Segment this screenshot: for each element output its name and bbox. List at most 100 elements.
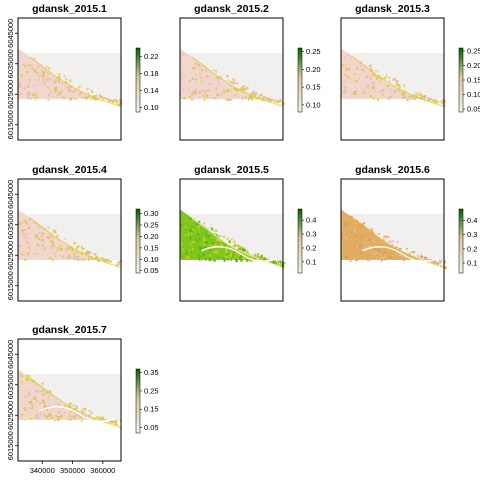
raster-cell <box>259 95 261 98</box>
raster-cell <box>83 415 87 418</box>
raster-cell <box>47 98 50 101</box>
raster-cell <box>203 222 206 225</box>
raster-cell <box>22 63 25 66</box>
raster-cell <box>26 71 29 73</box>
legend-tick-label: 0.18 <box>144 69 159 78</box>
raster-cell <box>236 88 239 92</box>
raster-cell <box>443 100 446 104</box>
raster-cell <box>404 97 407 99</box>
raster-cell <box>225 248 228 251</box>
raster-cell <box>36 400 38 402</box>
raster-cell <box>212 259 215 263</box>
raster-cell <box>228 254 231 256</box>
raster-cell <box>19 92 22 96</box>
legend-tick-label: 0.25 <box>306 47 321 56</box>
raster-cell <box>94 97 97 101</box>
raster-cell <box>420 95 423 99</box>
raster-cell <box>195 229 197 231</box>
raster-cell <box>256 253 260 255</box>
raster-cell <box>45 78 48 82</box>
raster-cell <box>96 259 100 262</box>
raster-cell <box>388 98 390 101</box>
raster-cell <box>36 96 39 98</box>
raster-cell <box>359 250 363 252</box>
raster-cell <box>56 419 60 422</box>
raster-cell <box>67 418 70 420</box>
raster-cell <box>43 413 45 417</box>
raster-cell <box>73 242 76 245</box>
legend-tick-label: 0.25 <box>467 46 480 55</box>
raster-cell <box>253 93 256 96</box>
raster-cell <box>196 223 199 226</box>
raster-cell <box>57 247 60 250</box>
raster-cell <box>373 86 375 89</box>
raster-cell <box>181 242 183 245</box>
raster-cell <box>102 417 104 420</box>
raster-cell <box>436 100 439 102</box>
raster-cell <box>72 404 76 407</box>
legend-tick-label: 0.15 <box>144 405 159 414</box>
raster-cell <box>45 405 49 408</box>
raster-cell <box>345 57 347 59</box>
raster-cell <box>213 251 216 254</box>
panel-frame <box>340 17 445 141</box>
raster-cell <box>199 225 201 227</box>
raster-cell <box>33 381 35 383</box>
raster-cell <box>63 97 66 100</box>
raster-cell <box>180 223 183 227</box>
raster-cell <box>368 92 370 94</box>
raster-cell <box>388 236 390 238</box>
raster-cell <box>360 236 363 239</box>
raster-cell <box>236 244 238 247</box>
raster-cell <box>203 243 206 246</box>
raster-land <box>18 369 121 420</box>
raster-cell <box>185 255 188 257</box>
raster-cell <box>24 396 27 398</box>
raster-cell <box>88 413 91 416</box>
raster-cell <box>397 84 401 87</box>
raster-cell <box>212 259 215 261</box>
raster-cell <box>69 402 71 406</box>
raster-cell <box>383 251 387 254</box>
raster-cell <box>423 258 426 261</box>
raster-cell <box>83 259 86 261</box>
raster-cell <box>112 422 115 424</box>
raster-cell <box>73 255 76 259</box>
y-tick-label: 6025000 <box>6 401 15 430</box>
raster-cell <box>43 70 47 73</box>
raster-cell <box>42 393 45 396</box>
raster-cell <box>190 98 194 101</box>
raster-cell <box>378 243 382 245</box>
raster-cell <box>219 238 222 242</box>
raster-cell <box>370 230 374 232</box>
raster-cell <box>180 256 182 260</box>
raster-cell <box>214 70 218 71</box>
raster-cell <box>69 256 72 258</box>
raster-cell <box>215 250 218 254</box>
raster-cell <box>115 102 117 104</box>
raster-cell <box>69 98 72 101</box>
panel-title: gdansk_2015.7 <box>32 324 107 336</box>
raster-cell <box>80 252 83 255</box>
raster-cell <box>220 240 224 242</box>
raster-cell <box>403 93 406 97</box>
raster-cell <box>414 92 418 95</box>
raster-cell <box>440 264 443 268</box>
raster-cell <box>233 94 237 96</box>
raster-cell <box>64 404 67 408</box>
raster-cell <box>199 237 201 240</box>
raster-cell <box>233 87 236 89</box>
raster-cell <box>361 223 364 225</box>
raster-cell <box>239 259 243 262</box>
raster-cell <box>346 243 348 245</box>
raster-cell <box>201 89 204 92</box>
raster-cell <box>423 95 426 98</box>
raster-cell <box>112 99 115 102</box>
raster-cell <box>363 89 365 91</box>
legend-colorbar <box>135 208 141 274</box>
raster-cell <box>69 416 72 418</box>
raster-cell <box>240 86 244 90</box>
raster-cell <box>117 103 119 105</box>
raster-cell <box>225 98 228 102</box>
raster-cell <box>79 92 82 95</box>
